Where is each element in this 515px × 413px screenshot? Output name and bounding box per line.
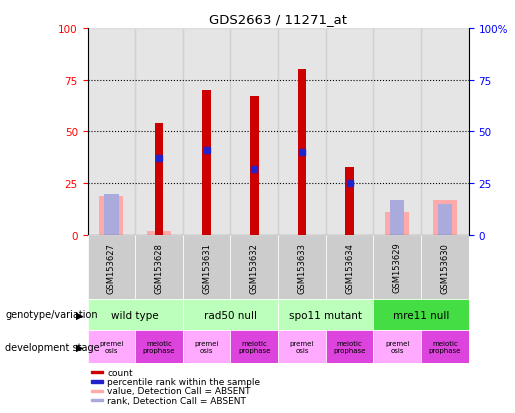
Text: meiotic
prophase: meiotic prophase [143,340,175,354]
Text: wild type: wild type [111,310,159,320]
Bar [373,299,469,330]
Text: rad50 null: rad50 null [204,310,257,320]
Text: rank, Detection Call = ABSENT: rank, Detection Call = ABSENT [107,396,246,405]
Bar [345,167,354,235]
Text: percentile rank within the sample: percentile rank within the sample [107,377,261,386]
Text: meiotic
prophase: meiotic prophase [428,340,461,354]
Text: meiotic
prophase: meiotic prophase [238,340,270,354]
Text: GSM153628: GSM153628 [154,242,163,293]
Text: meiotic
prophase: meiotic prophase [333,340,366,354]
Text: GSM153627: GSM153627 [107,242,116,293]
Text: development stage: development stage [5,342,100,352]
Bar [202,91,211,235]
Bar [183,330,231,363]
Bar [278,299,373,330]
Bar [385,213,409,235]
Text: premei
osis: premei osis [385,340,409,354]
Bar [325,29,373,235]
Bar [104,194,118,235]
Bar [325,235,373,299]
Bar [231,235,278,299]
Text: spo11 mutant: spo11 mutant [289,310,362,320]
Bar [421,330,469,363]
Text: GSM153633: GSM153633 [298,242,306,293]
Bar [325,330,373,363]
Text: premei
osis: premei osis [195,340,219,354]
Bar [135,29,183,235]
Bar [88,29,135,235]
Text: GSM153630: GSM153630 [440,242,449,293]
Bar [183,299,278,330]
Bar [99,196,123,235]
Bar [231,330,278,363]
Bar [390,200,404,235]
Text: GSM153634: GSM153634 [345,242,354,293]
Bar [231,29,278,235]
Bar [373,330,421,363]
Bar [250,97,259,235]
Bar [91,380,103,382]
Text: ▶: ▶ [76,310,83,320]
Text: genotype/variation: genotype/variation [5,310,98,320]
Bar [373,29,421,235]
Bar [278,235,325,299]
Text: GSM153629: GSM153629 [393,242,402,293]
Bar [88,299,183,330]
Bar [433,200,457,235]
Bar [183,29,231,235]
Bar [421,235,469,299]
Bar [88,235,135,299]
Bar [91,390,103,392]
Bar [278,29,325,235]
Text: mre11 null: mre11 null [393,310,449,320]
Bar [278,330,325,363]
Text: GSM153632: GSM153632 [250,242,259,293]
Bar [135,235,183,299]
Bar [135,330,183,363]
Bar [147,231,171,235]
Bar [421,29,469,235]
Bar [373,235,421,299]
Bar [91,371,103,373]
Text: premei
osis: premei osis [99,340,124,354]
Bar [183,235,231,299]
Text: ▶: ▶ [76,342,83,352]
Bar [154,124,163,235]
Bar [298,70,306,235]
Text: GSM153631: GSM153631 [202,242,211,293]
Text: premei
osis: premei osis [290,340,314,354]
Bar [88,330,135,363]
Bar [91,399,103,401]
Text: value, Detection Call = ABSENT: value, Detection Call = ABSENT [107,386,251,395]
Title: GDS2663 / 11271_at: GDS2663 / 11271_at [209,13,347,26]
Bar [438,204,452,235]
Text: count: count [107,368,133,377]
